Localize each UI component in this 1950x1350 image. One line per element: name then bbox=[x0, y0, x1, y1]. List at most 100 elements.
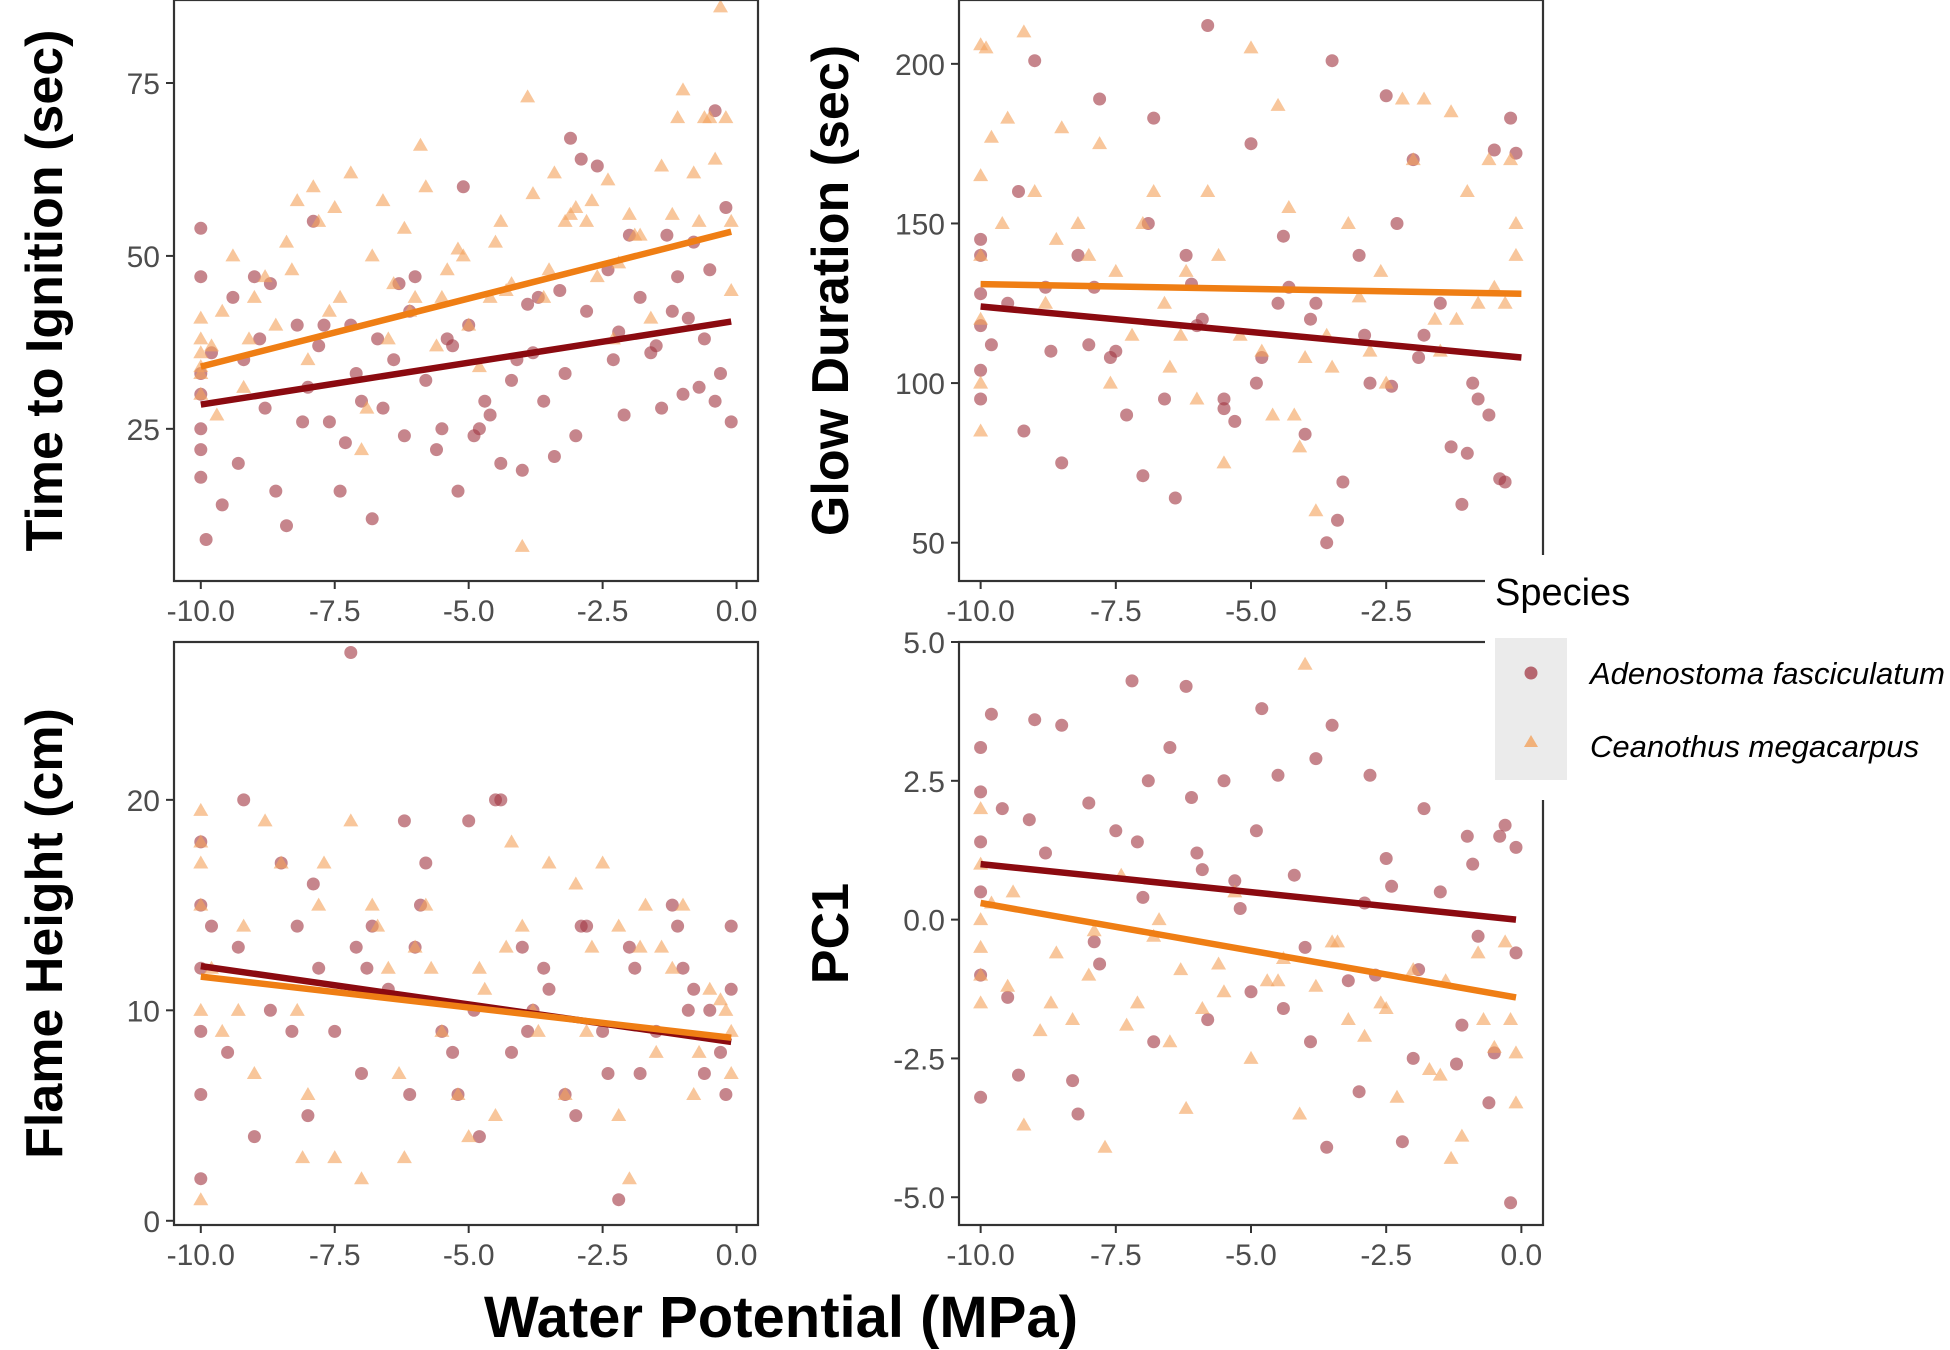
x-tick-label: -2.5 bbox=[1360, 1239, 1412, 1272]
point-adenostoma bbox=[628, 961, 642, 975]
x-tick-label: -5.0 bbox=[1225, 595, 1277, 628]
point-ceanothus bbox=[675, 82, 691, 96]
point-ceanothus bbox=[321, 303, 337, 317]
point-adenostoma bbox=[521, 1024, 535, 1038]
point-ceanothus bbox=[595, 855, 611, 869]
point-ceanothus bbox=[429, 338, 445, 352]
point-adenostoma bbox=[263, 1003, 277, 1017]
point-ceanothus bbox=[1486, 1039, 1502, 1053]
point-ceanothus bbox=[1351, 289, 1367, 303]
point-ceanothus bbox=[193, 345, 209, 359]
point-adenostoma bbox=[974, 232, 988, 246]
point-ceanothus bbox=[343, 165, 359, 179]
point-ceanothus bbox=[1162, 1034, 1178, 1048]
point-ceanothus bbox=[1470, 945, 1486, 959]
point-adenostoma bbox=[719, 201, 733, 214]
point-adenostoma bbox=[1336, 475, 1350, 489]
point-adenostoma bbox=[1406, 1051, 1420, 1065]
point-ceanothus bbox=[305, 179, 321, 193]
x-tick-label: -7.5 bbox=[1090, 1239, 1142, 1272]
point-adenostoma bbox=[419, 856, 433, 870]
point-ceanothus bbox=[1443, 104, 1459, 118]
point-ceanothus bbox=[504, 834, 520, 848]
point-ceanothus bbox=[1497, 934, 1513, 948]
point-adenostoma bbox=[622, 940, 636, 954]
point-ceanothus bbox=[1216, 455, 1232, 469]
y-tick-label: 0 bbox=[143, 1206, 160, 1239]
point-ceanothus bbox=[1270, 97, 1286, 111]
point-ceanothus bbox=[1259, 973, 1275, 987]
point-adenostoma bbox=[312, 339, 326, 353]
point-ceanothus bbox=[1189, 391, 1205, 405]
series-ceanothus-points bbox=[973, 656, 1524, 1164]
point-adenostoma bbox=[574, 152, 588, 166]
point-adenostoma bbox=[1168, 491, 1182, 505]
y-tick-label: 25 bbox=[127, 414, 160, 447]
point-ceanothus bbox=[643, 310, 659, 324]
point-ceanothus bbox=[1211, 956, 1227, 970]
point-ceanothus bbox=[1297, 350, 1313, 364]
point-adenostoma bbox=[1352, 248, 1366, 262]
trend-line-adenostoma bbox=[980, 860, 1517, 923]
point-adenostoma bbox=[494, 456, 508, 470]
point-adenostoma bbox=[1271, 768, 1285, 782]
point-adenostoma bbox=[515, 463, 529, 477]
point-ceanothus bbox=[691, 1044, 707, 1058]
point-adenostoma bbox=[1093, 92, 1107, 106]
series-ceanothus-points bbox=[193, 0, 739, 552]
point-adenostoma bbox=[194, 443, 208, 457]
point-ceanothus bbox=[214, 1023, 230, 1037]
point-ceanothus bbox=[418, 179, 434, 193]
point-adenostoma bbox=[1341, 974, 1355, 988]
point-adenostoma bbox=[296, 415, 310, 429]
point-adenostoma bbox=[435, 422, 449, 436]
y-axis-title-glow: Glow Duration (sec) bbox=[802, 45, 860, 536]
point-adenostoma bbox=[724, 982, 738, 996]
point-adenostoma bbox=[601, 1067, 615, 1080]
point-adenostoma bbox=[451, 484, 465, 498]
y-tick-label: 200 bbox=[895, 49, 945, 82]
point-ceanothus bbox=[1016, 1117, 1032, 1131]
point-adenostoma bbox=[974, 363, 988, 377]
point-adenostoma bbox=[1249, 824, 1263, 838]
point-adenostoma bbox=[301, 1109, 315, 1123]
point-adenostoma bbox=[290, 318, 304, 332]
point-adenostoma bbox=[542, 982, 556, 996]
x-tick-label: -10.0 bbox=[946, 1239, 1014, 1272]
point-adenostoma bbox=[1304, 1035, 1317, 1049]
point-ceanothus bbox=[1454, 1128, 1470, 1142]
point-adenostoma bbox=[317, 318, 331, 332]
point-ceanothus bbox=[284, 262, 300, 276]
panel-ignition: -10.0 -7.5 -5.0 -2.5 0.0 25 50 75 Time to Igniti… bbox=[16, 0, 760, 628]
point-adenostoma bbox=[1309, 296, 1323, 310]
point-adenostoma bbox=[1158, 392, 1171, 406]
point-adenostoma bbox=[1028, 54, 1042, 68]
point-ceanothus bbox=[1048, 945, 1064, 959]
point-adenostoma bbox=[714, 367, 727, 380]
point-adenostoma bbox=[1001, 990, 1015, 1004]
point-ceanothus bbox=[1292, 439, 1308, 453]
point-adenostoma bbox=[1417, 802, 1431, 816]
x-tick-label: -10.0 bbox=[167, 595, 235, 628]
point-ceanothus bbox=[1243, 1050, 1259, 1064]
point-ceanothus bbox=[246, 289, 262, 303]
point-adenostoma bbox=[1147, 111, 1161, 125]
point-adenostoma bbox=[1298, 427, 1312, 441]
point-ceanothus bbox=[514, 918, 530, 932]
point-adenostoma bbox=[1287, 868, 1301, 882]
point-adenostoma bbox=[1249, 376, 1263, 390]
point-adenostoma bbox=[1271, 296, 1285, 310]
point-ceanothus bbox=[364, 248, 380, 262]
point-ceanothus bbox=[1081, 967, 1097, 981]
point-adenostoma bbox=[1044, 344, 1058, 358]
point-ceanothus bbox=[973, 912, 989, 926]
point-adenostoma bbox=[1055, 718, 1069, 732]
trend-line-ceanothus bbox=[980, 280, 1522, 297]
point-adenostoma bbox=[1276, 1002, 1290, 1015]
point-ceanothus bbox=[1508, 1095, 1524, 1109]
point-adenostoma bbox=[1325, 54, 1339, 68]
point-adenostoma bbox=[665, 304, 679, 318]
point-adenostoma bbox=[547, 450, 561, 463]
panel-flame: -10.0 -7.5 -5.0 -2.5 0.0 0 10 20 Flame Height (c… bbox=[16, 640, 760, 1272]
